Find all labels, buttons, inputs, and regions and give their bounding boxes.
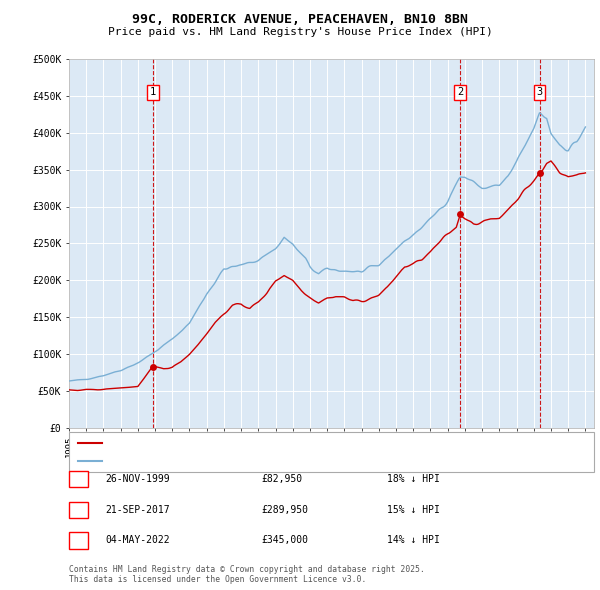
Text: 2: 2: [457, 87, 463, 97]
Text: 04-MAY-2022: 04-MAY-2022: [105, 536, 170, 545]
Text: 21-SEP-2017: 21-SEP-2017: [105, 505, 170, 514]
Text: 3: 3: [76, 536, 82, 545]
Text: Contains HM Land Registry data © Crown copyright and database right 2025.
This d: Contains HM Land Registry data © Crown c…: [69, 565, 425, 584]
Text: £289,950: £289,950: [261, 505, 308, 514]
Text: 18% ↓ HPI: 18% ↓ HPI: [387, 474, 440, 484]
Text: HPI: Average price, semi-detached house, Lewes: HPI: Average price, semi-detached house,…: [105, 456, 370, 466]
Text: 3: 3: [536, 87, 543, 97]
Text: £345,000: £345,000: [261, 536, 308, 545]
Text: 15% ↓ HPI: 15% ↓ HPI: [387, 505, 440, 514]
Text: 2: 2: [76, 505, 82, 514]
Text: 99C, RODERICK AVENUE, PEACEHAVEN, BN10 8BN (semi-detached house): 99C, RODERICK AVENUE, PEACEHAVEN, BN10 8…: [105, 438, 473, 448]
Text: 26-NOV-1999: 26-NOV-1999: [105, 474, 170, 484]
Text: 1: 1: [76, 474, 82, 484]
Text: 14% ↓ HPI: 14% ↓ HPI: [387, 536, 440, 545]
Text: £82,950: £82,950: [261, 474, 302, 484]
Text: Price paid vs. HM Land Registry's House Price Index (HPI): Price paid vs. HM Land Registry's House …: [107, 27, 493, 37]
Text: 99C, RODERICK AVENUE, PEACEHAVEN, BN10 8BN: 99C, RODERICK AVENUE, PEACEHAVEN, BN10 8…: [132, 13, 468, 26]
Text: 1: 1: [150, 87, 156, 97]
